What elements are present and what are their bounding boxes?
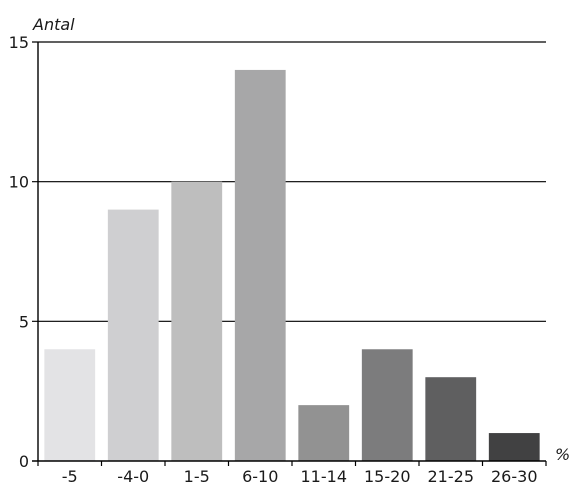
x-axis-label: % (555, 445, 570, 464)
x-tick-label: 11-14 (301, 467, 348, 486)
bar (361, 349, 413, 461)
bar (425, 377, 477, 461)
x-tick-label: 15-20 (364, 467, 411, 486)
bar (234, 69, 286, 461)
bar (44, 349, 96, 461)
bar-layer (44, 69, 540, 461)
x-tick-label: -4-0 (117, 467, 149, 486)
bar (488, 433, 540, 461)
y-axis-label: Antal (32, 15, 75, 34)
bar (107, 209, 159, 461)
x-tick-label: -5 (62, 467, 78, 486)
x-tick-label: 1-5 (184, 467, 210, 486)
y-tick-label: 5 (19, 312, 29, 331)
y-tick-label: 10 (9, 173, 29, 192)
x-tick-label: 26-30 (491, 467, 538, 486)
bar (171, 181, 223, 461)
y-tick-label: 15 (9, 33, 29, 52)
y-tick-label: 0 (19, 452, 29, 471)
x-tick-label: 21-25 (428, 467, 475, 486)
x-tick-label: 6-10 (242, 467, 278, 486)
bar (298, 405, 350, 461)
axis-layer: 0 5 10 15 -5 -4-0 1-5 6-10 11-14 15-20 21-25 26-30 (9, 33, 547, 486)
